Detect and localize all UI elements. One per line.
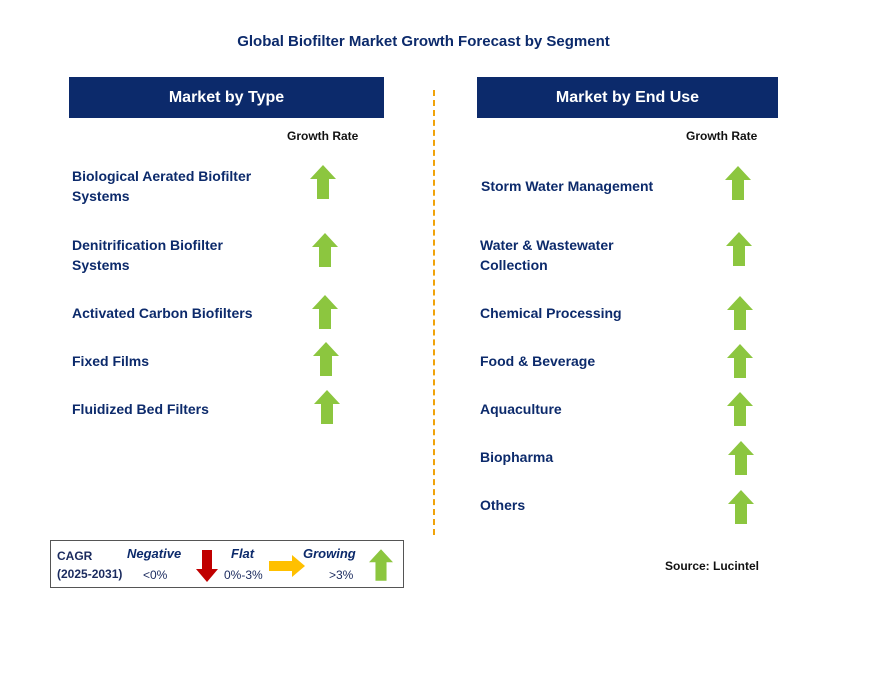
- type-item-5: Fluidized Bed Filters: [72, 399, 209, 419]
- source-note: Source: Lucintel: [665, 559, 760, 573]
- legend-growing-label: Growing: [303, 546, 356, 561]
- type-item-2-line2: Systems: [72, 257, 130, 273]
- type-item-2-up-arrow-icon: [312, 233, 338, 267]
- up-arrow-icon: [369, 549, 393, 581]
- type-item-4-up-arrow-icon: [313, 342, 339, 376]
- legend-negative-value: <0%: [143, 568, 168, 582]
- end-use-item-4: Food & Beverage: [480, 351, 595, 371]
- end-use-item-3-line1: Chemical Processing: [480, 305, 622, 321]
- type-item-1-line2: Systems: [72, 188, 130, 204]
- type-item-4: Fixed Films: [72, 351, 149, 371]
- end-use-item-1-up-arrow-icon: [725, 166, 751, 200]
- end-use-item-3-up-arrow-icon: [727, 296, 753, 330]
- legend-flat-label: Flat: [231, 546, 255, 561]
- legend-cagr-label: CAGR: [57, 549, 93, 563]
- end-use-item-6: Biopharma: [480, 447, 553, 467]
- end-use-item-6-line1: Biopharma: [480, 449, 554, 465]
- legend-growing-value: >3%: [329, 568, 354, 582]
- end-use-item-6-up-arrow-icon: [728, 441, 754, 475]
- end-use-item-7-up-arrow-icon: [728, 490, 754, 524]
- type-item-3: Activated Carbon Biofilters: [72, 303, 252, 323]
- end-use-item-4-line1: Food & Beverage: [480, 353, 596, 369]
- legend-flat-value: 0%-3%: [224, 568, 263, 582]
- end-use-item-1: Storm Water Management: [481, 176, 653, 196]
- chart-title: Global Biofilter Market Growth Forecast …: [237, 33, 610, 50]
- end-use-item-2-line1: Water & Wastewater: [480, 237, 614, 253]
- type-item-2-line1: Denitrification Biofilter: [72, 237, 223, 253]
- type-item-4-line1: Fixed Films: [72, 353, 150, 369]
- end-use-item-2: Water & Wastewater Collection: [480, 235, 614, 275]
- end-use-item-5: Aquaculture: [480, 399, 562, 419]
- type-item-1: Biological Aerated Biofilter Systems: [72, 166, 251, 206]
- type-item-2: Denitrification Biofilter Systems: [72, 235, 223, 275]
- market-by-end-use-header: Market by End Use: [477, 77, 778, 118]
- end-use-item-4-up-arrow-icon: [727, 344, 753, 378]
- right-arrow-icon: [269, 555, 305, 577]
- legend-negative-label: Negative: [127, 546, 182, 561]
- type-item-5-up-arrow-icon: [314, 390, 340, 424]
- market-by-end-use-header-label: Market by End Use: [555, 88, 700, 106]
- end-use-item-7-line1: Others: [480, 497, 526, 513]
- type-item-3-up-arrow-icon: [312, 295, 338, 329]
- market-by-type-header: Market by Type: [69, 77, 384, 118]
- cagr-legend: CAGR (2025-2031) Negative <0% Flat 0%-3%…: [50, 540, 404, 588]
- end-use-item-2-line2: Collection: [480, 257, 548, 273]
- market-by-type-header-label: Market by Type: [168, 88, 285, 106]
- right-growth-rate-label: Growth Rate: [686, 129, 758, 143]
- end-use-item-5-line1: Aquaculture: [480, 401, 562, 417]
- type-item-1-up-arrow-icon: [310, 165, 336, 199]
- type-item-3-line1: Activated Carbon Biofilters: [72, 305, 253, 321]
- end-use-item-3: Chemical Processing: [480, 303, 622, 323]
- legend-period: (2025-2031): [57, 567, 123, 581]
- type-item-5-line1: Fluidized Bed Filters: [72, 401, 209, 417]
- panel-divider: [433, 90, 435, 535]
- end-use-item-1-line1: Storm Water Management: [481, 178, 654, 194]
- end-use-item-2-up-arrow-icon: [726, 232, 752, 266]
- end-use-item-5-up-arrow-icon: [727, 392, 753, 426]
- left-growth-rate-label: Growth Rate: [287, 129, 359, 143]
- type-item-1-line1: Biological Aerated Biofilter: [72, 168, 252, 184]
- down-arrow-icon: [196, 550, 218, 582]
- end-use-item-7: Others: [480, 495, 525, 515]
